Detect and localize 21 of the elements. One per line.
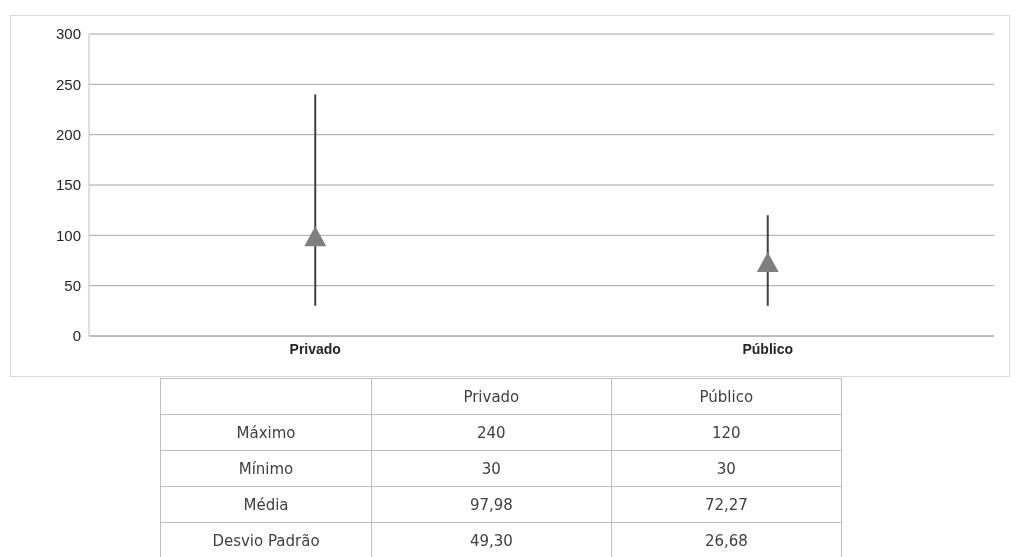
category-label: Público bbox=[699, 387, 754, 406]
text: 120 bbox=[611, 414, 842, 451]
y-tick-label: 300 bbox=[55, 25, 81, 43]
text: Mínimo bbox=[160, 450, 372, 487]
y-tick-label: 0 bbox=[72, 327, 81, 345]
text: 30 bbox=[611, 450, 842, 487]
y-tick-label: 50 bbox=[64, 276, 81, 294]
text: 30 bbox=[371, 450, 612, 487]
text: Máximo bbox=[160, 414, 372, 451]
y-tick-label: 200 bbox=[55, 125, 81, 143]
text: Média bbox=[160, 486, 372, 523]
y-tick-label: 150 bbox=[55, 176, 81, 194]
y-tick-label: 250 bbox=[55, 75, 81, 93]
text: 240 bbox=[371, 414, 612, 451]
category-label: Privado bbox=[463, 387, 520, 406]
text: Desvio Padrão bbox=[160, 522, 372, 557]
data-label: 72,27 bbox=[611, 486, 842, 523]
y-tick-label: 100 bbox=[55, 226, 81, 244]
text: 26,68 bbox=[611, 522, 842, 557]
data-label: 97,98 bbox=[371, 486, 612, 523]
text: 49,30 bbox=[371, 522, 612, 557]
